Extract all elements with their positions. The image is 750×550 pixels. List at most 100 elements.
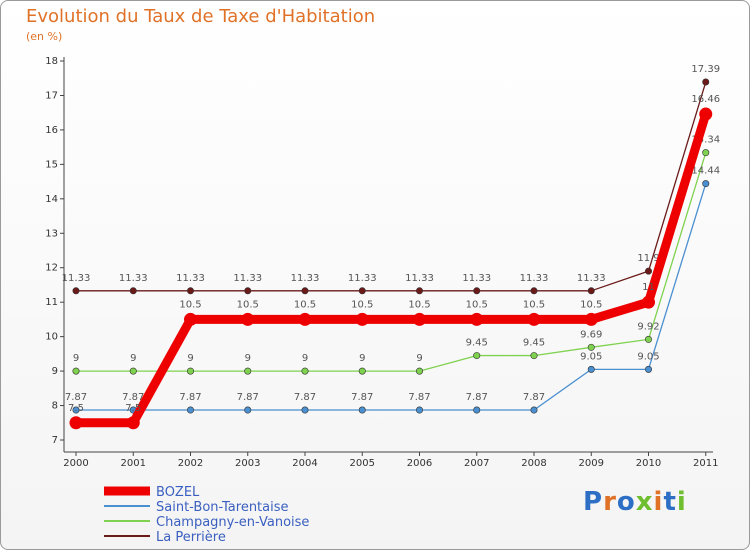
y-tick-label: 18: [45, 56, 58, 67]
data-point: [301, 406, 309, 414]
data-label: 14.44: [691, 166, 720, 177]
data-label: 9: [73, 353, 79, 364]
data-label: 10.5: [237, 299, 259, 310]
legend-label: Champagny-en-Vanoise: [156, 515, 309, 530]
data-label: 9: [302, 353, 308, 364]
x-tick-label: 2000: [63, 458, 88, 469]
data-label: 7.5: [68, 403, 84, 414]
x-tick-label: 2005: [350, 458, 375, 469]
data-label: 10.5: [580, 299, 602, 310]
data-label: 9: [130, 353, 136, 364]
y-tick-label: 9: [52, 366, 58, 377]
data-point: [72, 367, 80, 375]
data-point: [358, 367, 366, 375]
series-line-champagny-en-vanoise: [75, 151, 707, 372]
data-point: [702, 149, 710, 157]
y-tick-label: 7: [52, 435, 58, 446]
chart-unit-label: (en %): [26, 30, 63, 43]
data-label: 11.33: [462, 273, 491, 284]
data-point: [702, 180, 710, 188]
data-label: 11.33: [291, 273, 320, 284]
y-tick-label: 10: [45, 332, 58, 343]
data-point: [527, 312, 541, 326]
data-label: 11.33: [62, 273, 91, 284]
data-point: [355, 312, 369, 326]
data-point: [298, 312, 312, 326]
x-tick-label: 2011: [693, 458, 718, 469]
x-tick-label: 2009: [579, 458, 604, 469]
data-label: 11.9: [637, 253, 659, 264]
data-label: 9.69: [580, 329, 602, 340]
y-tick-label: 12: [45, 263, 58, 274]
data-point: [644, 335, 652, 343]
data-label: 11.33: [119, 273, 148, 284]
data-point: [473, 287, 481, 295]
data-point: [244, 287, 252, 295]
data-label: 9.05: [637, 351, 659, 362]
y-tick-label: 13: [45, 228, 58, 239]
legend-label: La Perrière: [156, 530, 226, 545]
y-tick-label: 14: [45, 194, 58, 205]
data-label: 9.45: [466, 338, 488, 349]
data-point: [644, 267, 652, 275]
data-point: [358, 406, 366, 414]
data-point: [473, 406, 481, 414]
data-point: [241, 312, 255, 326]
data-point: [69, 416, 83, 430]
y-tick-label: 11: [45, 297, 58, 308]
series-line-bozel: [71, 109, 711, 428]
data-point: [413, 312, 426, 326]
data-label: 7.87: [408, 392, 430, 403]
data-point: [702, 78, 710, 86]
data-point: [584, 312, 598, 326]
data-label: 9: [359, 353, 365, 364]
y-tick-label: 8: [52, 401, 58, 412]
data-point: [587, 365, 595, 373]
data-label: 7.87: [237, 392, 259, 403]
data-point: [699, 107, 713, 121]
legend-label: BOZEL: [156, 485, 200, 500]
data-point: [301, 367, 309, 375]
data-label: 7.87: [122, 392, 144, 403]
proxiti-logo: Proxiti: [583, 487, 687, 517]
data-label: 7.87: [523, 392, 545, 403]
data-label: 10.5: [179, 299, 201, 310]
x-tick-label: 2008: [521, 458, 546, 469]
y-tick-label: 17: [45, 90, 58, 101]
data-label: 7.87: [179, 392, 201, 403]
series-line-la-perriere: [75, 81, 707, 292]
x-tick-label: 2002: [178, 458, 203, 469]
data-label: 7.5: [125, 403, 141, 414]
data-label: 10.5: [408, 299, 430, 310]
data-label: 10.5: [523, 299, 545, 310]
data-point: [244, 406, 252, 414]
data-label: 9: [187, 353, 193, 364]
data-point: [642, 295, 655, 309]
x-tick-label: 2007: [464, 458, 489, 469]
data-point: [530, 287, 538, 295]
data-label: 11.33: [577, 273, 606, 284]
data-point: [126, 416, 140, 430]
data-point: [244, 367, 252, 375]
data-point: [415, 287, 423, 295]
series-line-saint-bon-tarentaise: [75, 183, 707, 411]
data-label: 10.5: [351, 299, 373, 310]
x-tick-label: 2003: [235, 458, 260, 469]
x-tick-label: 2010: [636, 458, 661, 469]
data-point: [358, 287, 366, 295]
data-point: [587, 287, 595, 295]
x-tick-label: 2004: [292, 458, 317, 469]
data-point: [587, 343, 595, 351]
data-point: [72, 406, 80, 414]
data-point: [530, 406, 538, 414]
data-point: [187, 367, 195, 375]
data-label: 7.87: [466, 392, 488, 403]
data-point: [415, 367, 423, 375]
data-label: 9.05: [580, 351, 602, 362]
data-label: 11.33: [520, 273, 549, 284]
data-point: [187, 287, 195, 295]
data-label: 16.46: [691, 94, 720, 105]
data-label: 11.33: [348, 273, 377, 284]
